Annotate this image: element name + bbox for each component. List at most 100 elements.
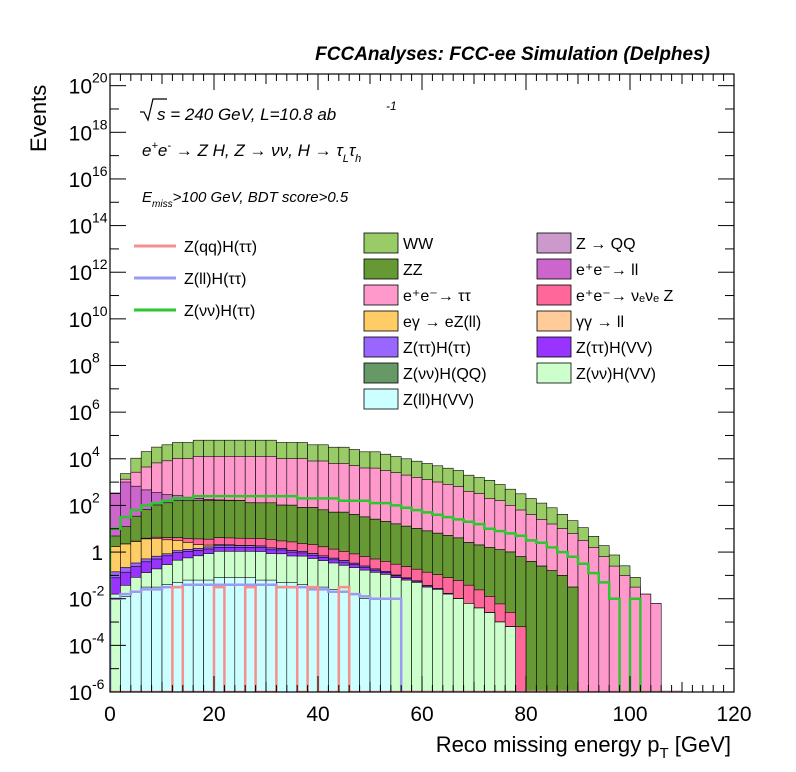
x-tick-label: 120 (716, 703, 751, 726)
bar-z-ll-h-vv-34 (286, 582, 298, 692)
legend-label: ZZ (403, 262, 423, 279)
legend-label: Z(νν)H(ττ) (184, 303, 255, 320)
bar-z-h-vv-58 (411, 582, 423, 692)
bar-z-h-vv-66 (452, 598, 464, 692)
y-tick-exponent: -6 (92, 676, 105, 692)
y-tick-label: 10 (69, 76, 92, 99)
bar-z-ll-h-vv-38 (307, 586, 319, 692)
legend-label: e⁺e⁻→ ττ (403, 288, 471, 305)
legend-swatch-z-qq (536, 232, 572, 254)
bar-z-ll-h-vv-36 (296, 584, 308, 692)
bar-z-ll-h-vv-16 (192, 579, 204, 692)
bar-z-ll-h-vv-46 (348, 593, 360, 692)
signal-line-z-qq-h (110, 585, 682, 692)
y-tick-label: 10 (69, 635, 92, 658)
y-tick-exponent: 14 (92, 210, 108, 226)
legend-label: Z(ll)H(ττ) (184, 271, 246, 288)
bar-zz-82 (536, 565, 548, 692)
x-tick-label: 80 (514, 703, 537, 726)
x-tick-label: 100 (612, 703, 647, 726)
legend-swatch-e-ez-ll (363, 310, 399, 332)
legend-swatch-z-h-qq (363, 362, 399, 384)
bar-z-ll-h-vv-24 (234, 577, 246, 692)
bar-z-h-vv-70 (473, 607, 485, 692)
energy-annotation: s = 240 GeV, L=10.8 ab -1 (140, 98, 397, 124)
bar-z-ll-h-vv-10 (161, 584, 173, 692)
y-tick-label: 10 (69, 122, 92, 145)
legend-swatch-e-e-z (536, 284, 572, 306)
bar-z-ll-h-vv-40 (317, 586, 329, 692)
legend-swatch-ww (363, 232, 399, 254)
legend-swatch-ll (536, 310, 572, 332)
legend-swatch-z-h (363, 336, 399, 358)
bar-z-ll-h-vv-18 (203, 579, 215, 692)
stack-layer (110, 439, 662, 692)
bar-z-h-vv-0 (110, 593, 121, 692)
x-tick-label: 0 (104, 703, 116, 726)
legend-label: WW (403, 236, 434, 253)
bar-e-e-102 (640, 593, 652, 692)
y-tick-label: 1 (91, 542, 103, 565)
bar-z-ll-h-vv-52 (380, 598, 392, 692)
bar-e-e-98 (619, 575, 631, 692)
y-tick-label: 10 (69, 216, 92, 239)
bar-e-e-96 (608, 565, 620, 692)
bar-z-h-vv-62 (432, 589, 444, 692)
y-tick-label: 10 (69, 495, 92, 518)
legend-swatch-e-e-ll (536, 258, 572, 280)
y-tick-label: 10 (69, 449, 92, 472)
legend-swatch-zz (363, 258, 399, 280)
sqrt-s: s (157, 105, 166, 124)
legend-label: Z(ττ)H(ττ) (403, 340, 471, 357)
legend-label: Z(ττ)H(VV) (576, 340, 653, 357)
process-annotation: e+e- → Z H, Z → νν, H → τLτh (142, 140, 361, 165)
y-tick-exponent: 4 (92, 443, 100, 459)
bar-e-e-92 (588, 547, 600, 692)
bar-zz-88 (567, 586, 579, 692)
bar-z-h-vv-54 (390, 577, 402, 692)
bar-z-h-vv-72 (484, 612, 496, 692)
x-axis-label: Reco missing energy pT [GeV] (436, 732, 731, 762)
y-tick-exponent: -2 (92, 583, 105, 599)
legend-label: Z(νν)H(QQ) (403, 366, 487, 383)
cut-annotation: Emiss>100 GeV, BDT score>0.5 (142, 189, 349, 210)
bar-z-ll-h-vv-42 (328, 589, 340, 692)
y-tick-exponent: 16 (92, 163, 108, 179)
bar-e-e-104 (650, 603, 662, 692)
legend-label: e⁺e⁻→ ll (576, 262, 638, 279)
x-tick-label: 60 (410, 703, 433, 726)
energy-lumi-text: = 240 GeV, L=10.8 ab (166, 105, 337, 124)
y-tick-exponent: 18 (92, 116, 108, 132)
legend-label: Z(qq)H(ττ) (184, 239, 257, 256)
bar-z-h-vv-76 (504, 626, 516, 692)
lumi-exponent: -1 (386, 99, 397, 113)
legend-swatch-z-ll-h-vv (363, 388, 399, 410)
bar-z-ll-h-vv-48 (359, 598, 371, 692)
bar-z-h-vv-64 (442, 593, 454, 692)
legend-label: Z(ll)H(VV) (403, 392, 474, 409)
y-tick-exponent: 20 (92, 70, 108, 86)
bar-z-ll-h-vv-32 (276, 582, 288, 692)
y-tick-label: 10 (69, 402, 92, 425)
legend-label: Z → QQ (576, 236, 636, 253)
bar-e-e-100 (629, 586, 641, 692)
legend-swatch-e-e (363, 284, 399, 306)
legend-label: eγ → eZ(ll) (403, 314, 481, 331)
bar-z-ll-h-vv-22 (224, 577, 236, 692)
sqrt-symbol (140, 98, 167, 122)
bar-zz-84 (546, 570, 558, 692)
chart-title: FCCAnalyses: FCC-ee Simulation (Delphes) (315, 44, 710, 65)
bar-z-ll-h-vv-8 (151, 586, 163, 692)
y-tick-label: 10 (69, 589, 92, 612)
y-tick-label: 10 (69, 169, 92, 192)
signal-layer (110, 494, 682, 692)
y-tick-exponent: 8 (92, 350, 100, 366)
legend-label: e⁺e⁻→ νₑνₑ Z (576, 288, 673, 305)
bar-z-h-vv-68 (463, 603, 475, 692)
bar-zz-80 (525, 561, 537, 692)
legend: Z(qq)H(ττ) Z(ll)H(ττ) Z(νν)H(ττ) WW Z → QQ ZZ… (134, 232, 673, 410)
bar-z-ll-h-vv-4 (130, 591, 142, 692)
y-tick-exponent: 6 (92, 396, 100, 412)
